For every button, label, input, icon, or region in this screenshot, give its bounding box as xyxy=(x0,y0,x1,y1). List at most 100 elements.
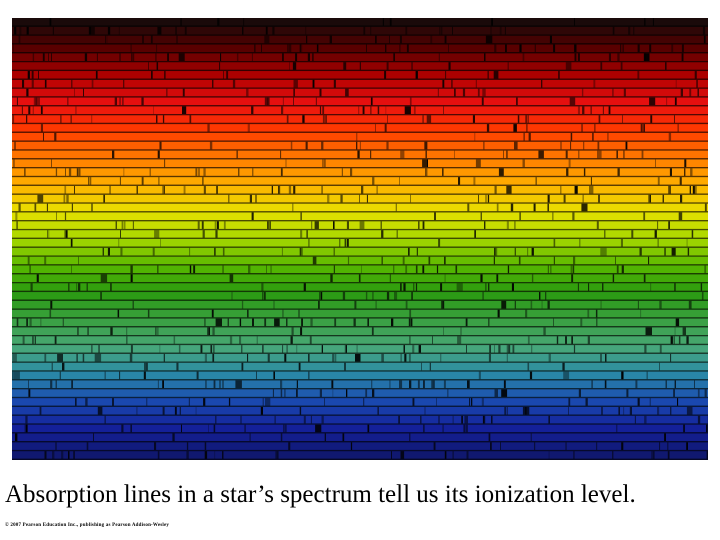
absorption-line xyxy=(254,44,256,53)
absorption-line xyxy=(93,433,94,442)
absorption-line xyxy=(195,406,197,415)
absorption-line xyxy=(52,26,54,35)
absorption-line xyxy=(212,345,215,353)
absorption-line xyxy=(31,71,34,79)
spectrum-strip xyxy=(12,62,708,72)
spectrum-strip xyxy=(12,433,708,443)
absorption-line xyxy=(32,53,35,61)
absorption-line xyxy=(686,239,688,247)
absorption-line xyxy=(344,345,347,353)
absorption-line xyxy=(494,389,498,397)
absorption-line xyxy=(68,451,70,459)
absorption-line xyxy=(631,230,634,238)
absorption-line xyxy=(216,221,219,229)
absorption-line xyxy=(164,159,166,168)
absorption-line xyxy=(501,300,507,309)
absorption-line xyxy=(451,79,453,88)
spectrum-strip-band xyxy=(12,327,708,336)
absorption-line xyxy=(587,309,590,318)
absorption-line xyxy=(448,62,451,70)
absorption-line xyxy=(299,247,302,256)
spectrum-strip-band xyxy=(12,97,708,106)
absorption-line xyxy=(15,212,18,221)
absorption-line xyxy=(494,185,497,194)
absorption-line xyxy=(370,97,373,106)
spectrum-strip xyxy=(12,415,708,425)
absorption-line xyxy=(256,336,258,344)
absorption-line xyxy=(570,265,573,274)
absorption-line xyxy=(674,115,675,123)
absorption-line xyxy=(695,185,697,194)
absorption-line xyxy=(320,292,323,300)
absorption-line xyxy=(119,97,121,106)
absorption-line xyxy=(700,283,703,291)
spectrum-strip xyxy=(12,239,708,248)
spectrum-strip-band xyxy=(12,389,708,397)
absorption-line xyxy=(389,35,390,44)
spectrum-strip-separator xyxy=(12,343,708,346)
spectrum-strip-band xyxy=(12,362,708,371)
spectrum-strip-separator xyxy=(12,175,708,178)
absorption-line xyxy=(572,212,575,221)
spectrum-strip xyxy=(12,327,708,337)
absorption-line xyxy=(654,230,657,238)
absorption-line xyxy=(227,318,229,327)
absorption-line xyxy=(325,115,327,123)
spectrum-strip-band xyxy=(12,115,708,123)
spectrum-strip-separator xyxy=(12,396,708,399)
absorption-line xyxy=(620,44,622,53)
absorption-line xyxy=(22,79,25,88)
spectrum-strip-separator xyxy=(12,96,708,98)
absorption-line xyxy=(212,353,215,362)
spectrum-strip xyxy=(12,274,708,284)
absorption-line xyxy=(578,389,581,397)
absorption-line xyxy=(503,380,506,389)
absorption-line xyxy=(472,115,475,123)
absorption-line xyxy=(612,88,614,97)
absorption-line xyxy=(470,398,473,406)
absorption-line xyxy=(178,345,181,353)
absorption-line xyxy=(256,371,257,380)
absorption-line xyxy=(24,168,26,176)
absorption-line xyxy=(525,309,528,318)
absorption-line xyxy=(358,106,360,115)
absorption-line xyxy=(236,150,238,159)
absorption-line xyxy=(309,336,312,344)
absorption-line xyxy=(34,336,36,344)
absorption-line xyxy=(582,194,584,203)
absorption-line xyxy=(121,221,123,229)
absorption-line xyxy=(123,221,126,229)
absorption-line xyxy=(664,247,666,256)
absorption-line xyxy=(563,194,566,203)
absorption-line xyxy=(595,309,598,318)
absorption-line xyxy=(553,318,554,327)
absorption-line xyxy=(356,141,358,150)
absorption-line xyxy=(214,424,216,433)
absorption-line xyxy=(160,239,161,247)
absorption-line xyxy=(409,336,411,344)
absorption-line xyxy=(582,106,585,115)
absorption-line xyxy=(350,442,353,450)
absorption-line xyxy=(76,283,77,291)
absorption-line xyxy=(40,106,43,115)
absorption-line xyxy=(466,451,469,459)
absorption-line xyxy=(282,309,284,318)
absorption-line xyxy=(506,221,509,229)
absorption-line xyxy=(305,26,307,35)
absorption-line xyxy=(583,141,585,150)
absorption-line xyxy=(694,71,697,79)
absorption-line xyxy=(25,415,28,424)
spectrum-strip xyxy=(12,177,708,186)
absorption-line xyxy=(415,71,418,79)
spectrum-strip-separator xyxy=(12,326,708,328)
absorption-line xyxy=(420,415,422,424)
absorption-line xyxy=(441,26,443,35)
absorption-line xyxy=(353,318,356,327)
absorption-line xyxy=(240,415,242,424)
spectrum-strip xyxy=(12,300,708,310)
absorption-line xyxy=(361,185,364,194)
absorption-line xyxy=(262,345,264,353)
spectrum-strip-separator xyxy=(12,299,708,301)
absorption-line xyxy=(345,88,349,97)
absorption-line xyxy=(87,327,89,336)
